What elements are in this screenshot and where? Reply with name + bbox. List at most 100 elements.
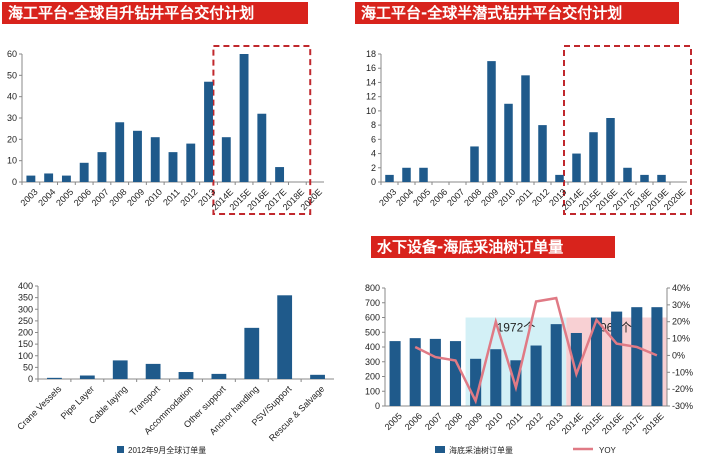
y-tick-label-left: 200 — [365, 372, 380, 382]
x-tick-label: 2007 — [423, 411, 444, 432]
legend-swatch-bars — [435, 446, 445, 453]
y-tick-label-left: 600 — [365, 313, 380, 323]
jackup-panel: 海工平台-全球自升钻井平台交付计划 0 10 20 30 40 50 60 2003 2004 2… — [2, 2, 350, 228]
y-tick-label: 12 — [366, 92, 376, 102]
y-tick-label: 150 — [18, 339, 33, 349]
bar — [310, 374, 325, 379]
period-total-label: 1972个 — [497, 321, 536, 335]
x-tick-label: 2010 — [496, 187, 517, 208]
y-tick-label-left: 700 — [365, 298, 380, 308]
x-tick-label: 2009 — [125, 187, 146, 208]
x-tick-label: Transport — [128, 383, 162, 417]
x-tick-label: Rescue & Salvage — [267, 384, 326, 443]
bar — [275, 167, 285, 182]
subsea-panel: 水下设备-海底采油树订单量 1972个3061个0100200300400500… — [355, 236, 705, 462]
y-tick-label-right: 0% — [672, 350, 685, 360]
bar — [470, 146, 479, 182]
x-tick-label: 2011 — [161, 187, 182, 208]
subsea-chart-title: 水下设备-海底采油树订单量 — [371, 236, 615, 258]
x-tick-label: 2014E — [560, 411, 585, 436]
bar — [145, 363, 161, 379]
x-tick-label: 2008 — [107, 187, 128, 208]
x-tick-label: Crane Vessels — [15, 383, 63, 431]
yoy-line — [414, 296, 658, 405]
bar — [623, 167, 632, 182]
y-tick-label: 10 — [7, 156, 17, 166]
vessels-panel: 0 50 100 150 200 250 300 350 400 Crane Vessels Pip… — [2, 278, 342, 460]
bar — [150, 137, 160, 182]
semisub-chart: 0246810121416182003200420052006200720082… — [366, 45, 692, 215]
bar — [490, 349, 502, 406]
bar — [589, 132, 598, 182]
y-tick-label: 400 — [18, 281, 33, 291]
x-tick-label: 2012 — [178, 187, 199, 208]
y-tick-label: 60 — [7, 49, 17, 59]
subsea-chart: 1972个3061个0100200300400500600700800-30%-… — [365, 283, 693, 455]
highlight-box — [563, 45, 692, 215]
y-tick-label-left: 100 — [365, 386, 380, 396]
y-tick-label-right: -10% — [672, 367, 693, 377]
bar — [277, 295, 293, 379]
x-tick-label: 2017E — [620, 411, 645, 436]
bar — [530, 345, 542, 406]
x-tick-label: 2010 — [143, 187, 164, 208]
bar — [133, 130, 142, 182]
y-tick-label: 6 — [371, 134, 376, 144]
x-tick-label: 2009 — [479, 187, 500, 208]
jackup-chart: 0 10 20 30 40 50 60 200320042005200620072008200… — [7, 45, 324, 215]
bar — [244, 327, 260, 379]
bar — [409, 338, 421, 406]
x-tick-label: 2016E — [600, 411, 625, 436]
bar — [211, 373, 227, 379]
bar — [239, 54, 249, 182]
x-tick-label: 2006 — [72, 187, 93, 208]
bar — [61, 175, 71, 182]
y-tick-label: 0 — [371, 177, 376, 187]
y-tick-label-right: 40% — [672, 283, 690, 293]
y-tick-label: 0 — [28, 374, 33, 384]
bar — [640, 174, 649, 182]
bar — [429, 338, 441, 406]
y-tick-label: 300 — [18, 304, 33, 314]
y-tick-label: 30 — [7, 113, 17, 123]
x-tick-label: 2004 — [36, 187, 57, 208]
highlight-box — [212, 45, 312, 215]
legend-label: 2012年9月全球订单量 — [128, 445, 206, 455]
legend-label-yoy: YOY — [599, 446, 617, 455]
bar — [178, 372, 194, 379]
y-tick-label: 40 — [7, 92, 17, 102]
x-tick-label: 2003 — [377, 187, 398, 208]
y-tick-label-right: 30% — [672, 300, 690, 310]
bar — [606, 118, 615, 182]
y-tick-label-left: 400 — [365, 342, 380, 352]
y-tick-label: 4 — [371, 149, 376, 159]
bar — [97, 152, 107, 182]
x-tick-label: 2008 — [443, 411, 464, 432]
y-tick-label-left: 300 — [365, 357, 380, 367]
y-tick-label: 350 — [18, 293, 33, 303]
bar — [47, 377, 62, 379]
y-tick-label: 50 — [7, 70, 17, 80]
y-tick-label: 20 — [7, 134, 17, 144]
y-tick-label-right: 20% — [672, 317, 690, 327]
x-tick-label: 2008 — [462, 187, 483, 208]
bar — [168, 152, 178, 182]
y-tick-label: 10 — [366, 106, 376, 116]
bar — [44, 173, 54, 182]
y-tick-label: 0 — [12, 177, 17, 187]
x-tick-label: 2011 — [504, 411, 525, 432]
y-tick-label: 18 — [366, 49, 376, 59]
x-tick-label: 2005 — [383, 411, 404, 432]
x-tick-label: 2015E — [580, 411, 605, 436]
bar — [521, 75, 530, 182]
y-tick-label: 100 — [18, 351, 33, 361]
semisub-panel: 海工平台-全球半潜式钻井平台交付计划 0 2 4 6 8 10 12 14 16 18 2003 20… — [355, 2, 705, 228]
bar — [79, 162, 89, 182]
semisub-chart-title: 海工平台-全球半潜式钻井平台交付计划 — [355, 2, 679, 24]
x-tick-label: 2012 — [524, 411, 545, 432]
y-tick-label-left: 0 — [375, 401, 380, 411]
bar — [555, 174, 564, 182]
x-tick-label: 2009 — [463, 411, 484, 432]
legend-swatch — [117, 446, 124, 453]
x-tick-label: 2007 — [445, 187, 466, 208]
